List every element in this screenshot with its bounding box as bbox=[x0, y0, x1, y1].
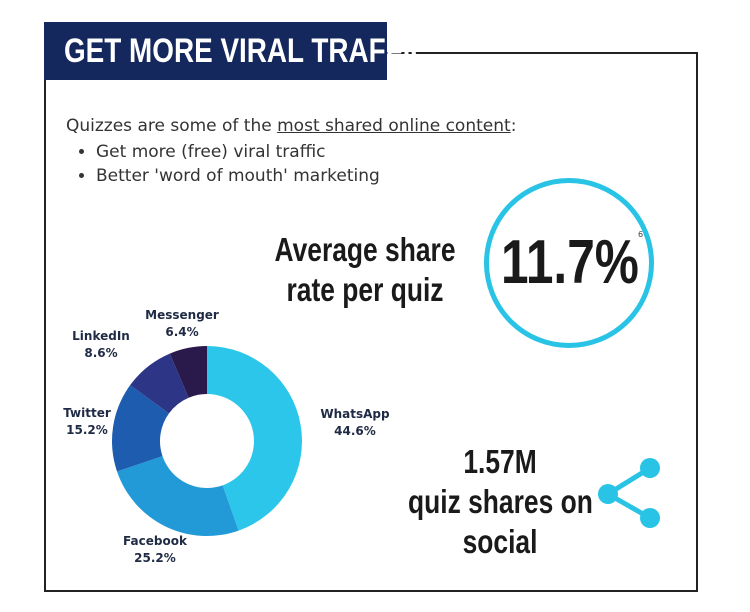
slice-label-name: Messenger bbox=[145, 308, 219, 322]
title-banner: GET MORE VIRAL TRAFFIC bbox=[44, 22, 431, 80]
quiz-shares-line2: quiz shares on bbox=[408, 483, 593, 520]
slice-label-value: 25.2% bbox=[134, 551, 176, 565]
donut-slice-linkedin bbox=[130, 353, 189, 414]
intro-text: Quizzes are some of the most shared onli… bbox=[66, 116, 516, 188]
quiz-shares-line3: social bbox=[462, 523, 538, 560]
slice-label-value: 44.6% bbox=[334, 424, 376, 438]
slice-label-value: 6.4% bbox=[165, 325, 198, 339]
donut-slice-whatsapp bbox=[207, 346, 303, 531]
intro-lead-suffix: : bbox=[510, 116, 517, 136]
share-icon bbox=[598, 458, 660, 528]
percent-ring bbox=[484, 178, 654, 348]
donut-slice-messenger bbox=[169, 346, 207, 398]
slice-label-name: WhatsApp bbox=[320, 407, 390, 421]
intro-lead-prefix: Quizzes are some of the bbox=[66, 116, 278, 136]
average-share-label: Average share rate per quiz bbox=[273, 230, 457, 310]
average-share-label-line1: Average share bbox=[274, 231, 456, 268]
bullet-item: Get more (free) viral traffic bbox=[96, 140, 516, 164]
bullet-item: Better 'word of mouth' marketing bbox=[96, 164, 516, 188]
intro-lead: Quizzes are some of the most shared onli… bbox=[66, 116, 516, 136]
intro-bullets: Get more (free) viral traffic Better 'wo… bbox=[66, 140, 516, 188]
intro-lead-link: most shared online content bbox=[277, 116, 511, 136]
slice-label-value: 8.6% bbox=[84, 346, 117, 360]
slice-label-name: Twitter bbox=[63, 406, 111, 420]
slice-label-name: Facebook bbox=[123, 534, 188, 548]
page-title: GET MORE VIRAL TRAFFIC bbox=[64, 31, 431, 70]
average-share-label-line2: rate per quiz bbox=[286, 271, 444, 308]
average-share-value: 11.7% bbox=[501, 228, 639, 297]
slice-label-name: LinkedIn bbox=[72, 329, 130, 343]
quiz-shares-line1: 1.57M bbox=[463, 443, 537, 480]
donut-slice-twitter bbox=[112, 385, 169, 472]
donut-slice-facebook bbox=[117, 456, 239, 537]
footnote-marker: 6 bbox=[638, 230, 644, 239]
quiz-shares-label: 1.57M quiz shares on social bbox=[408, 442, 593, 562]
slice-label-value: 15.2% bbox=[66, 423, 108, 437]
